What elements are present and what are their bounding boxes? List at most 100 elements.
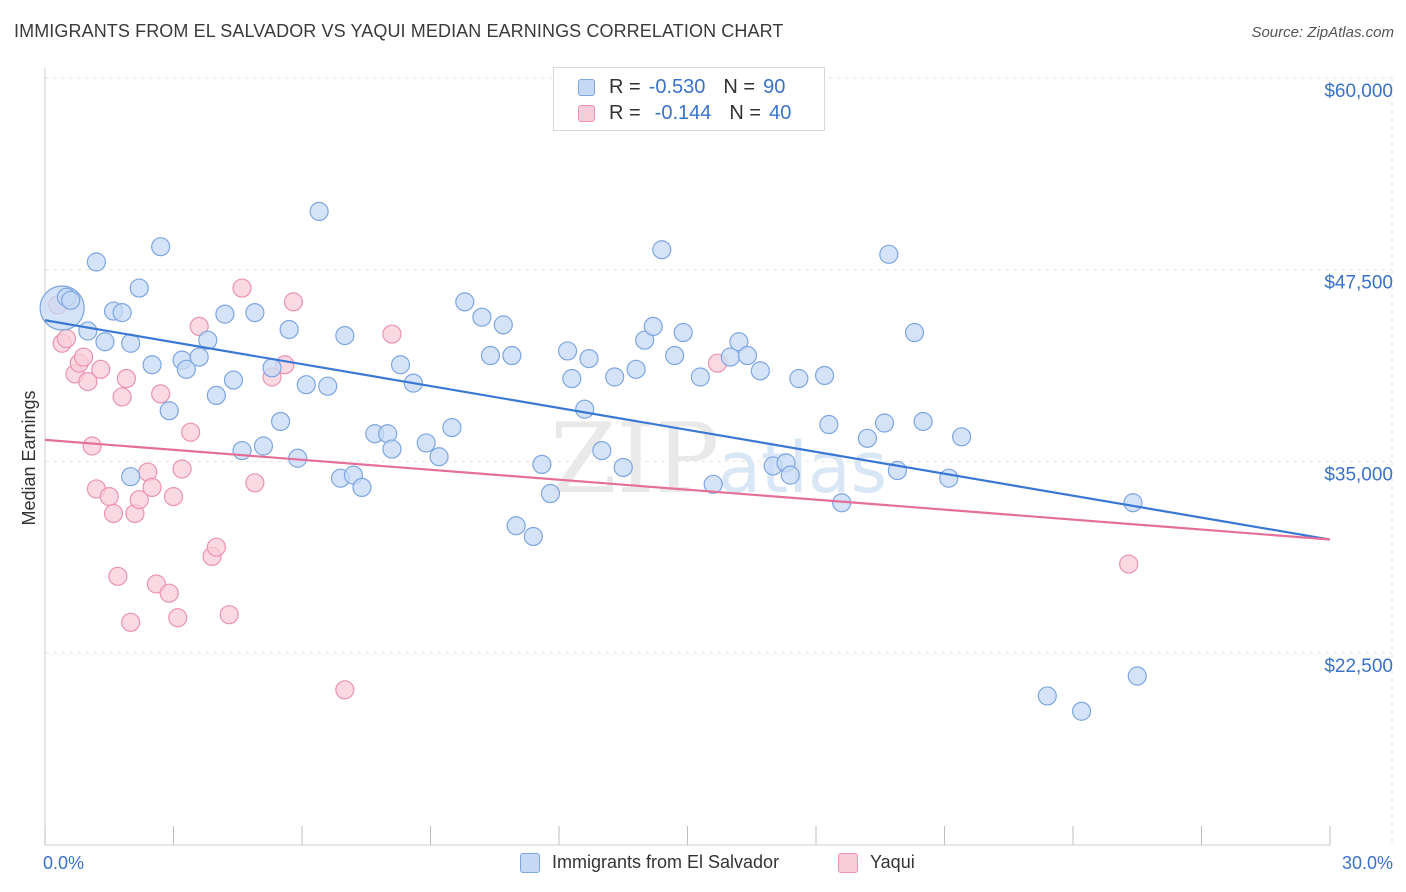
- el-salvador-point: [151, 237, 171, 257]
- el-salvador-point: [382, 439, 402, 459]
- el-salvador-point: [429, 447, 449, 467]
- trendlines: [44, 319, 1331, 541]
- el-salvador-point: [952, 427, 972, 447]
- el-salvador-point: [819, 414, 839, 435]
- el-salvador-point: [262, 358, 282, 378]
- yaqui-point: [129, 490, 149, 510]
- el-salvador-point: [253, 436, 274, 456]
- yaqui-point: [245, 473, 265, 493]
- el-salvador-point: [112, 303, 132, 323]
- el-salvador-point: [532, 454, 552, 474]
- yaqui-point: [163, 487, 184, 507]
- yaqui-point: [232, 278, 252, 298]
- yaqui-point: [283, 292, 304, 312]
- el-salvador-point: [874, 413, 895, 433]
- el-salvador-point: [95, 332, 115, 352]
- el-salvador-point: [78, 321, 98, 341]
- el-salvador-point: [939, 468, 959, 488]
- el-salvador-point: [540, 483, 561, 504]
- stats-legend: R = -0.530 N = 90 R = -0.144 N = 40: [553, 67, 825, 131]
- axes: [44, 68, 1331, 846]
- el-salvador-point: [198, 330, 218, 350]
- el-salvador-point: [296, 375, 316, 395]
- el-salvador-point: [176, 359, 196, 379]
- yaqui-point: [121, 612, 141, 632]
- yaqui-point: [1119, 554, 1139, 574]
- legend-r-value: -0.144: [654, 101, 712, 124]
- legend-swatch-pink: [578, 104, 595, 122]
- yaqui-point: [78, 372, 98, 392]
- bottom-legend-label: Yaqui: [870, 852, 915, 872]
- yaqui-point: [103, 503, 124, 524]
- el-salvador-point: [245, 303, 265, 323]
- el-salvador-point: [562, 368, 582, 389]
- el-salvador-point: [442, 418, 462, 438]
- el-salvador-point: [579, 349, 599, 369]
- source-label: Source: ZipAtlas.com: [1251, 24, 1394, 41]
- bottom-legend-el-salvador: Immigrants from El Salvador: [520, 852, 779, 873]
- el-salvador-point: [626, 359, 646, 379]
- el-salvador-point: [814, 365, 835, 386]
- el-salvador-point: [605, 367, 625, 387]
- el-salvador-point: [913, 411, 933, 432]
- el-salvador-point: [121, 467, 141, 487]
- yaqui-point: [108, 566, 128, 586]
- el-salvador-point: [142, 355, 162, 375]
- el-salvador-point: [750, 361, 770, 381]
- x-tick-label-left: 0.0%: [43, 853, 84, 873]
- el-salvador-point: [472, 307, 492, 327]
- legend-r-value: -0.530: [648, 75, 706, 98]
- yaqui-point: [99, 487, 119, 507]
- el-salvador-point: [1071, 701, 1092, 721]
- el-salvador-point: [789, 368, 809, 389]
- el-salvador-point: [86, 252, 107, 272]
- yaqui-point: [151, 384, 171, 404]
- el-salvador-point: [643, 316, 663, 336]
- yaqui-point: [73, 347, 94, 367]
- el-salvador-point: [673, 322, 693, 343]
- yaqui-point: [82, 436, 102, 456]
- y-tick-label: $60,000: [1324, 81, 1393, 102]
- el-salvador-point: [635, 330, 655, 350]
- el-salvador-point: [390, 355, 411, 375]
- legend-n-value: 90: [763, 75, 786, 98]
- el-salvador-point: [352, 477, 372, 497]
- yaqui-point: [168, 608, 188, 628]
- el-salvador-point: [1123, 493, 1143, 513]
- legend-n-label: N =: [729, 101, 762, 124]
- yaqui-point: [56, 329, 77, 349]
- el-salvador-point: [780, 465, 800, 485]
- yaqui-point: [172, 459, 192, 479]
- yaqui-point: [219, 605, 239, 625]
- el-salvador-point: [592, 441, 612, 461]
- yaqui-trendline: [44, 438, 1331, 541]
- el-salvador-point: [652, 240, 672, 260]
- yaqui-point: [91, 359, 111, 379]
- yaqui-point: [159, 583, 179, 603]
- el-salvador-point: [502, 345, 522, 366]
- el-salvador-point: [703, 474, 723, 494]
- legend-n-value: 40: [769, 101, 792, 124]
- yaqui-point: [181, 422, 201, 442]
- y-tick-label: $22,500: [1324, 656, 1393, 677]
- el-salvador-point: [557, 341, 578, 361]
- chart-title: IMMIGRANTS FROM EL SALVADOR VS YAQUI MED…: [14, 21, 784, 41]
- el-salvador-point: [416, 433, 436, 453]
- yaqui-point: [116, 368, 136, 389]
- el-salvador-point: [270, 411, 291, 432]
- el-salvador-points: [39, 201, 1147, 721]
- y-axis-title: Median Earnings: [19, 390, 39, 525]
- el-salvador-point: [480, 345, 501, 366]
- x-axis-labels: 0.0% 30.0%: [43, 853, 1393, 873]
- y-tick-label: $35,000: [1324, 464, 1393, 485]
- el-salvador-point: [737, 345, 758, 366]
- el-salvador-point: [232, 441, 252, 461]
- el-salvador-point: [206, 385, 226, 405]
- el-salvador-point: [729, 332, 749, 352]
- el-salvador-point: [879, 244, 899, 264]
- bottom-legend-label: Immigrants from El Salvador: [552, 852, 780, 872]
- el-salvador-point: [61, 290, 81, 310]
- legend-row-yaqui: R = -0.144 N = 40: [578, 101, 809, 125]
- el-salvador-trendline: [44, 319, 1331, 541]
- el-salvador-point: [1127, 666, 1147, 686]
